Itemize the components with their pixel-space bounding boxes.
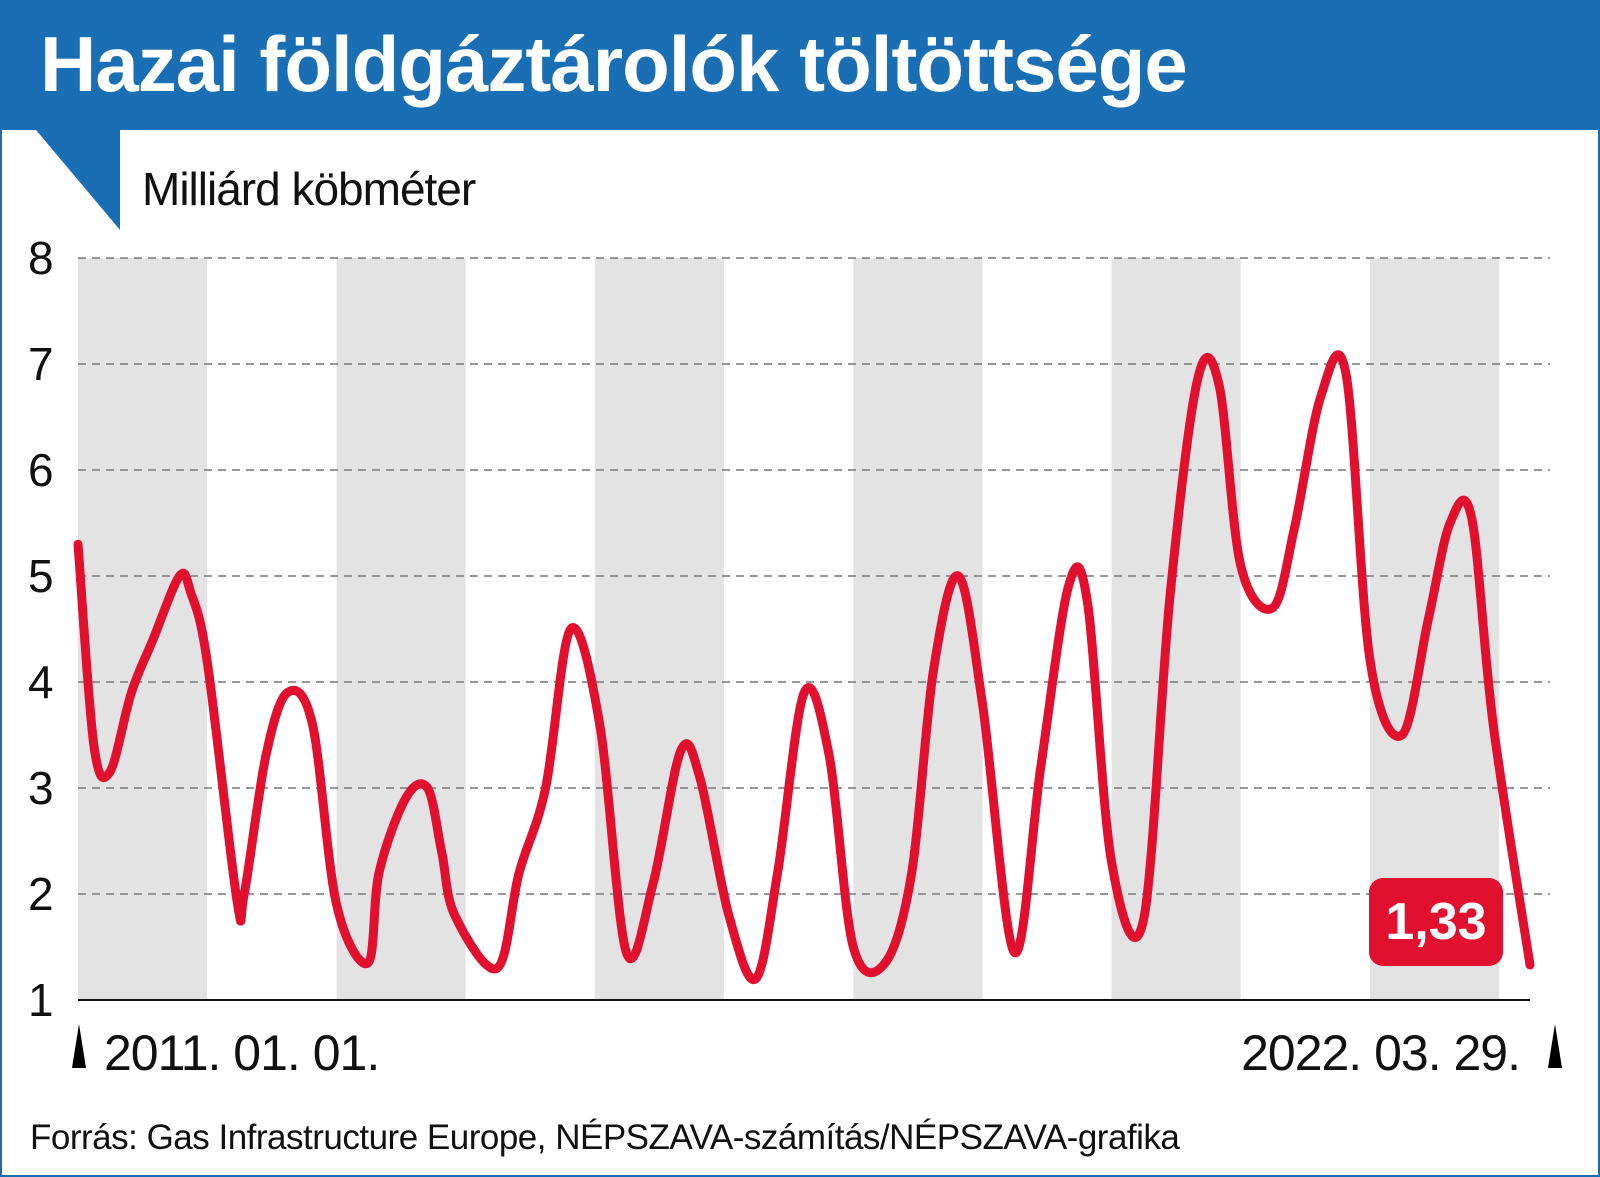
y-tick-label: 3 [28, 762, 54, 814]
x-end-label: 2022. 03. 29. [1241, 1025, 1521, 1081]
y-tick-label: 8 [28, 232, 54, 284]
y-tick-label: 7 [28, 338, 54, 390]
y-tick-label: 2 [28, 868, 54, 920]
last-value-badge: 1,33 [1369, 878, 1503, 966]
y-axis-label: Milliárd köbméter [142, 163, 476, 215]
end-marker-icon [1548, 1024, 1562, 1068]
start-marker-icon [72, 1024, 86, 1068]
y-tick-label: 6 [28, 444, 54, 496]
series-line [73, 350, 1535, 985]
y-tick-label: 5 [28, 550, 54, 602]
chart-title: Hazai földgáztárolók töltöttsége [40, 20, 1188, 108]
y-tick-labels: 8 7 6 5 4 3 2 1 [28, 232, 54, 1026]
year-bands [78, 258, 1500, 1000]
year-band [78, 258, 208, 1000]
year-band [1370, 258, 1500, 1000]
y-tick-label: 1 [28, 974, 54, 1026]
gridlines [78, 257, 1550, 895]
x-start-label: 2011. 01. 01. [104, 1025, 380, 1081]
title-tab-decoration [36, 130, 120, 230]
title-bar: Hazai földgáztárolók töltöttsége [0, 0, 1600, 130]
series-group [73, 350, 1535, 985]
source-note: Forrás: Gas Infrastructure Europe, NÉPSZ… [30, 1118, 1180, 1157]
y-tick-label: 4 [28, 656, 54, 708]
year-band [1111, 258, 1241, 1000]
year-band [853, 258, 983, 1000]
